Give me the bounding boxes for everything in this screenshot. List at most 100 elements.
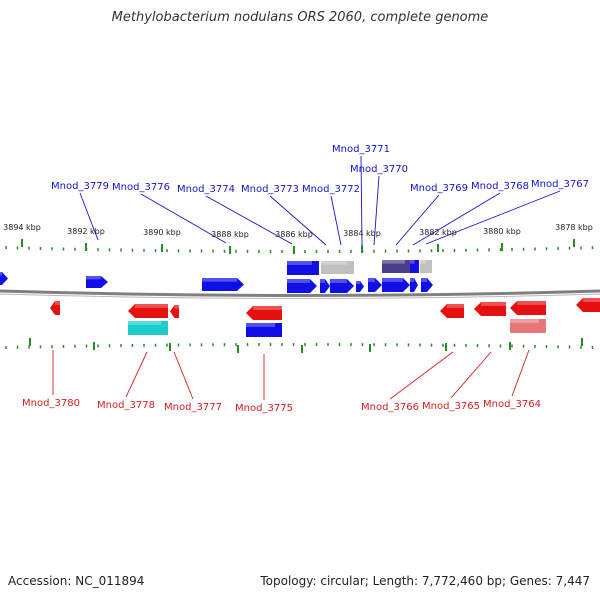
gene-purple-highlight bbox=[382, 260, 405, 264]
gene-label-upper: Mnod_3771 bbox=[332, 144, 390, 155]
gene-reverse-highlight bbox=[517, 301, 546, 305]
gene-forward bbox=[202, 278, 244, 291]
gene-reverse bbox=[474, 302, 506, 316]
gene-label-lower: Mnod_3780 bbox=[22, 398, 80, 409]
leader-line-lower bbox=[173, 351, 194, 400]
gene-forward bbox=[320, 279, 330, 293]
gene-cyan-highlight bbox=[128, 321, 161, 325]
gene-forward-low-highlight bbox=[246, 323, 275, 327]
gene-forward-highlight bbox=[86, 276, 101, 280]
gene-forward-highlight bbox=[330, 279, 347, 283]
tick-label: 3886 kbp bbox=[275, 230, 313, 239]
gene-label-lower: Mnod_3775 bbox=[235, 403, 293, 414]
gene-gray-highlight bbox=[321, 261, 347, 265]
gene-pink bbox=[510, 319, 546, 333]
gene-forward-highlight bbox=[356, 281, 360, 285]
gene-label-upper: Mnod_3770 bbox=[350, 164, 408, 175]
gene-forward-low bbox=[246, 323, 282, 337]
gene-forward-highlight bbox=[0, 272, 2, 276]
gene-reverse-highlight bbox=[253, 306, 282, 310]
gene-forward bbox=[86, 276, 108, 288]
leader-line-upper bbox=[79, 192, 99, 241]
gene-reverse bbox=[440, 304, 464, 318]
genome-backbone bbox=[0, 289, 600, 297]
leader-line-lower bbox=[125, 351, 148, 398]
gene-label-upper: Mnod_3769 bbox=[410, 183, 468, 194]
gene-forward bbox=[287, 261, 319, 275]
gene-reverse-highlight bbox=[583, 298, 600, 302]
leader-line-upper bbox=[140, 193, 227, 244]
gene-forward bbox=[287, 279, 317, 293]
tick-label: 3882 kbp bbox=[419, 228, 457, 237]
genome-backbone-shadow bbox=[0, 293, 600, 299]
gene-label-upper: Mnod_3767 bbox=[531, 179, 589, 190]
gene-forward bbox=[330, 279, 354, 293]
gene-forward-highlight bbox=[382, 278, 403, 282]
gene-forward-highlight bbox=[368, 278, 375, 282]
gene-label-upper: Mnod_3774 bbox=[177, 184, 235, 195]
leader-line-lower bbox=[511, 349, 530, 397]
gene-reverse bbox=[170, 305, 179, 318]
gene-cyan bbox=[128, 321, 168, 335]
leader-line-upper bbox=[360, 155, 363, 246]
tick-label: 3894 kbp bbox=[3, 223, 41, 232]
gene-pink-highlight bbox=[510, 319, 539, 323]
gene-reverse bbox=[576, 298, 600, 312]
gene-label-upper: Mnod_3768 bbox=[471, 181, 529, 192]
tick-label: 3884 kbp bbox=[343, 229, 381, 238]
gene-forward bbox=[410, 260, 419, 273]
gene-forward-highlight bbox=[410, 260, 415, 264]
gene-reverse bbox=[50, 301, 60, 315]
topology-text: Topology: circular; Length: 7,772,460 bp… bbox=[260, 574, 590, 588]
gene-forward-highlight bbox=[287, 279, 310, 283]
gene-label-lower: Mnod_3766 bbox=[361, 402, 419, 413]
map-title: Methylobacterium nodulans ORS 2060, comp… bbox=[111, 10, 489, 25]
gene-label-lower: Mnod_3777 bbox=[164, 402, 222, 413]
gene-forward bbox=[368, 278, 382, 292]
leader-line-upper bbox=[425, 190, 561, 245]
leader-line-upper bbox=[330, 195, 342, 246]
gene-forward bbox=[0, 272, 8, 285]
gene-gray bbox=[321, 261, 354, 274]
leader-line-upper bbox=[269, 195, 327, 246]
gene-label-lower: Mnod_3765 bbox=[422, 401, 480, 412]
leader-line-upper bbox=[412, 192, 501, 246]
accession-text: Accession: NC_011894 bbox=[8, 574, 145, 588]
gene-forward-highlight bbox=[421, 278, 427, 282]
gene-label-upper: Mnod_3772 bbox=[302, 184, 360, 195]
tick-label: 3878 kbp bbox=[555, 223, 593, 232]
gene-reverse bbox=[128, 304, 168, 318]
gene-label-upper: Mnod_3779 bbox=[51, 181, 109, 192]
gene-forward-highlight bbox=[410, 278, 414, 282]
gene-label-lower: Mnod_3778 bbox=[97, 400, 155, 411]
leader-line-upper bbox=[373, 175, 380, 246]
gene-forward bbox=[356, 281, 364, 292]
tick-label: 3890 kbp bbox=[143, 228, 181, 237]
gene-gray-highlight bbox=[420, 260, 426, 264]
leader-line-lower bbox=[450, 351, 492, 399]
gene-forward bbox=[382, 278, 410, 292]
gene-purple bbox=[382, 260, 412, 273]
gene-forward-highlight bbox=[287, 261, 312, 265]
gene-reverse-highlight bbox=[481, 302, 506, 306]
gene-label-upper: Mnod_3776 bbox=[112, 182, 170, 193]
gene-reverse-highlight bbox=[447, 304, 464, 308]
leader-line-lower bbox=[389, 351, 454, 400]
leader-line-upper bbox=[395, 194, 440, 246]
tick-label: 3888 kbp bbox=[211, 230, 249, 239]
gene-forward bbox=[410, 278, 418, 292]
gene-forward bbox=[421, 278, 433, 292]
gene-reverse bbox=[246, 306, 282, 320]
gene-label-lower: Mnod_3764 bbox=[483, 399, 541, 410]
gene-gray bbox=[420, 260, 432, 273]
gene-label-upper: Mnod_3773 bbox=[241, 184, 299, 195]
tick-label: 3892 kbp bbox=[67, 227, 105, 236]
gene-reverse bbox=[510, 301, 546, 315]
gene-reverse-highlight bbox=[135, 304, 168, 308]
tick-label: 3880 kbp bbox=[483, 227, 521, 236]
gene-forward-highlight bbox=[202, 278, 237, 282]
gene-reverse-highlight bbox=[174, 305, 179, 309]
leader-line-upper bbox=[205, 195, 293, 245]
gene-forward-highlight bbox=[320, 279, 325, 283]
